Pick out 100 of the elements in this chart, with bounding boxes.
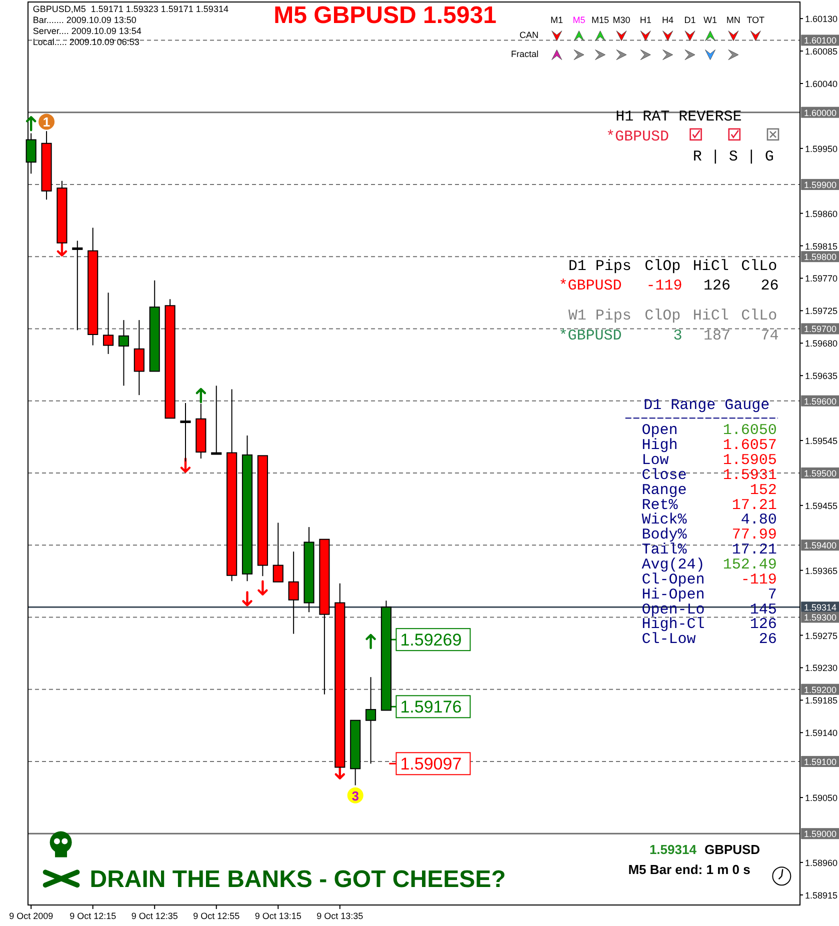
annotation: H1 [640,14,652,25]
annotation: 17.21 [732,496,777,514]
ref-line-label: 1.59300 [804,612,837,623]
annotation: M15 [591,14,610,25]
annotation: 1.6057 [722,437,777,454]
x-tick-label: 9 Oct 12:15 [70,911,116,921]
annotation: Hi-Open [642,586,705,604]
annotation: 17.21 [732,542,777,559]
y-tick-label: 1.59635 [805,371,838,382]
candlestick [72,240,83,331]
annotation: 1.59176 [400,698,462,717]
annotation: 1.59097 [400,754,462,774]
annotation: High [642,437,678,454]
annotation: R | S | G [692,148,774,166]
annotation: *GBPUSD [558,328,622,345]
annotation: 77.99 [732,526,777,544]
annotation: Local..... 2009.10.09 06:53 [32,36,140,47]
ref-line-label: 1.59000 [804,829,837,840]
annotation: 1.5931 [722,466,777,484]
annotation: 4.80 [740,512,777,529]
annotation: ClOp [644,258,681,275]
annotation: HiCl [692,258,729,275]
candlestick [134,320,144,396]
point [26,116,36,132]
annotation: DRAIN THE BANKS - GOT CHEESE? [90,866,506,894]
annotation: Cl-Open [642,571,705,588]
annotation: Cl-Low [642,631,696,648]
annotation: Range [642,482,687,499]
annotation: W1 Pips [568,308,632,325]
y-tick-label: 1.58915 [805,890,838,900]
y-tick-label: 1.59815 [805,241,838,252]
annotation: 152 [750,482,777,499]
annotation: M30 [612,14,630,25]
point [180,458,191,473]
annotation: 1.59269 [400,630,462,650]
x-tick-label: 9 Oct 2009 [9,911,54,921]
y-tick-label: 1.60130 [805,14,838,24]
annotation: 3 [352,788,359,804]
candlestick [118,320,130,386]
annotation: D1 [684,14,696,25]
y-tick-label: 1.59365 [805,566,838,576]
y-tick-label: 1.59860 [805,208,838,219]
candlestick [211,385,222,455]
ref-line-label: 1.59100 [804,756,837,767]
annotation: Open [642,422,678,440]
annotation: 7 [768,586,777,604]
x-tick-label: 9 Oct 13:35 [316,911,364,921]
y-tick-label: 1.59050 [805,793,838,804]
annotation: Bar....... 2009.10.09 13:50 [32,14,136,25]
ref-line-label: 1.59314 [804,602,837,613]
annotation: *GBPUSD [558,278,622,295]
annotation: H4 [662,14,674,25]
annotation: M1 [550,14,564,25]
point [56,241,68,256]
y-tick-label: 1.59770 [805,274,838,284]
annotation: 187 [704,328,731,345]
annotation: Tail% [642,542,688,559]
x-tick-label: 9 Oct 12:35 [131,911,178,921]
annotation: 1.59314 [649,842,698,858]
candlestick [365,676,376,764]
annotation: GBPUSD [704,842,760,858]
annotation: D1 Pips [568,258,632,275]
annotation: Wick% [642,512,688,529]
ref-line-label: 1.60000 [804,108,837,118]
chart-title: M5 GBPUSD 1.5931 [274,2,496,29]
annotation: 74 [760,328,779,345]
annotation: -119 [646,278,682,295]
y-tick-label: 1.59275 [805,630,838,641]
ref-line-label: 1.59800 [804,252,837,262]
annotation: D1 Range Gauge [644,397,770,414]
y-tick-label: 1.59230 [805,663,838,674]
annotation: Avg(24) [642,556,705,574]
x-tick-label: 9 Oct 12:55 [193,911,240,921]
annotation: ClOp [644,308,681,325]
annotation: M5 [572,14,586,25]
annotation: 3 [673,328,682,345]
annotation: ClLo [741,258,778,275]
annotation: 152.49 [722,556,777,574]
annotation: MN [726,14,740,25]
annotation: Low [642,452,669,469]
annotation: 26 [758,631,777,648]
annotation: TOT [746,14,766,25]
y-tick-label: 1.59725 [805,306,838,316]
annotation: Server.... 2009.10.09 13:54 [32,26,142,36]
annotation: CAN [519,30,538,40]
annotation: ClLo [741,308,778,325]
annotation: 1 [42,114,50,130]
ref-line-label: 1.59400 [804,540,837,551]
annotation: High-Cl [642,616,705,634]
ref-line-label: 1.59200 [804,684,837,695]
annotation: W1 [704,14,718,25]
annotation: GBPUSD,M5 1.59171 1.59323 1.59171 1.59314 [32,4,228,14]
candlestick [288,551,299,634]
annotation: Body% [642,526,688,544]
y-tick-label: 1.60085 [805,46,838,57]
annotation: Ret% [642,496,679,514]
ref-line-label: 1.59700 [804,324,837,334]
annotation: Fractal [510,48,538,59]
ref-line-label: 1.59600 [804,396,837,406]
x-tick-label: 9 Oct 13:15 [254,911,302,921]
